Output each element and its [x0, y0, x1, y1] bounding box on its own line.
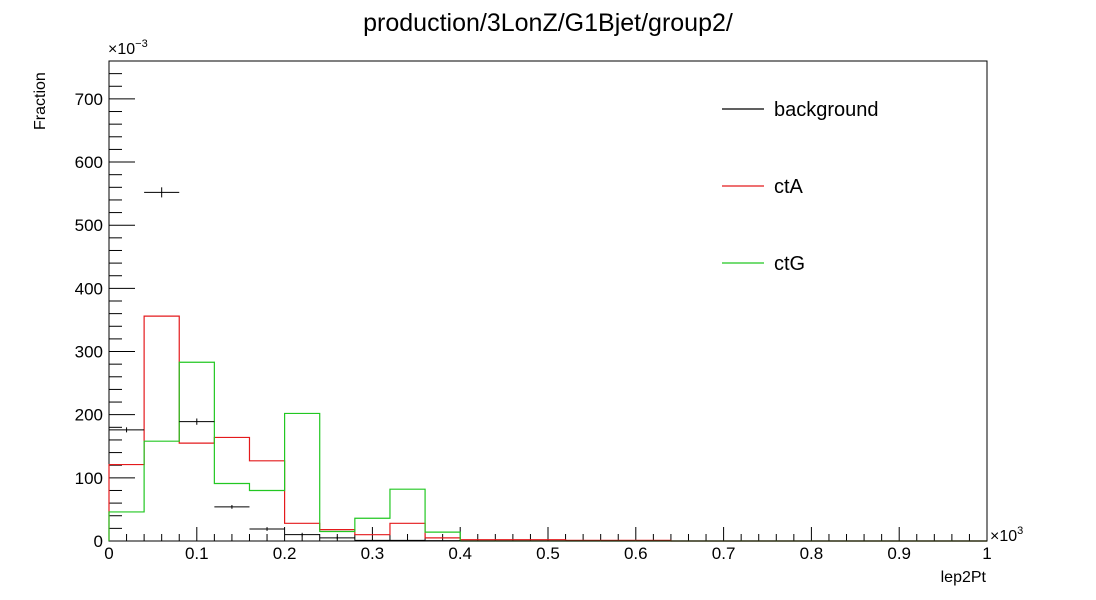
series-layer — [108, 187, 987, 542]
y-tick-label: 500 — [75, 216, 103, 235]
y-tick-label: 700 — [75, 90, 103, 109]
y-tick-label: 100 — [75, 469, 103, 488]
y-tick-label: 400 — [75, 279, 103, 298]
y-axis-title: Fraction — [32, 72, 49, 130]
chart-title: production/3LonZ/G1Bjet/group2/ — [363, 9, 733, 37]
series-ctG-line — [108, 361, 987, 542]
legend: background ctA ctG — [722, 99, 879, 275]
x-axis-title: lep2Pt — [941, 569, 987, 586]
series-background-points — [109, 187, 987, 542]
plot-frame — [108, 60, 988, 542]
x-tick-label: 0.5 — [536, 544, 560, 563]
legend-label-background: background — [774, 99, 879, 121]
x-tick-label: 0.4 — [448, 544, 472, 563]
y-tick-label: 300 — [75, 343, 103, 362]
x-axis-multiplier: ×103 — [990, 525, 1023, 545]
x-tick-label: 0.9 — [887, 544, 911, 563]
x-tick-labels: 0 0.1 0.2 0.3 0.4 0.5 0.6 0.7 0.8 0.9 1 — [104, 544, 991, 563]
legend-label-ctA: ctA — [774, 176, 804, 198]
x-tick-label: 0.6 — [624, 544, 648, 563]
legend-label-ctG: ctG — [774, 253, 805, 275]
axis-ticks — [108, 60, 988, 542]
y-tick-label: 600 — [75, 153, 103, 172]
x-tick-label: 0.3 — [361, 544, 385, 563]
y-tick-label: 200 — [75, 406, 103, 425]
x-tick-label: 0.7 — [712, 544, 736, 563]
y-tick-labels: 0 100 200 300 400 500 600 700 — [75, 90, 103, 551]
x-tick-label: 0.2 — [273, 544, 297, 563]
x-tick-label: 0.1 — [185, 544, 209, 563]
x-tick-label: 0.8 — [800, 544, 824, 563]
y-axis-multiplier: ×10−3 — [108, 38, 148, 58]
x-tick-label: 1 — [982, 544, 991, 563]
x-tick-label: 0 — [104, 544, 113, 563]
y-tick-label: 0 — [94, 532, 103, 551]
